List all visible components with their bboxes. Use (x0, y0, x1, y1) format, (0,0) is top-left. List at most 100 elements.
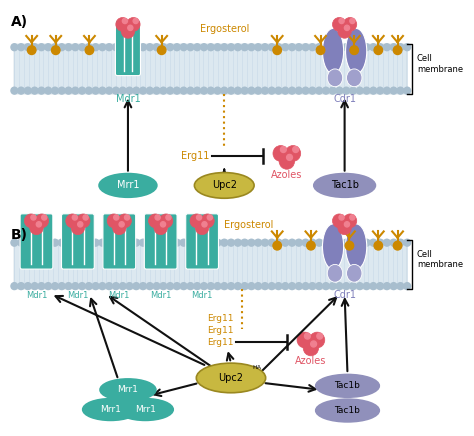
Circle shape (390, 87, 397, 94)
Circle shape (153, 87, 160, 94)
Circle shape (146, 283, 153, 290)
Circle shape (208, 44, 214, 51)
Circle shape (140, 283, 146, 290)
Ellipse shape (82, 399, 138, 420)
FancyBboxPatch shape (144, 214, 177, 269)
Circle shape (316, 283, 322, 290)
Circle shape (106, 283, 112, 290)
Circle shape (383, 44, 390, 51)
Circle shape (36, 221, 41, 227)
Circle shape (248, 283, 255, 290)
Circle shape (275, 44, 282, 51)
Circle shape (289, 87, 295, 94)
Circle shape (38, 44, 45, 51)
Circle shape (72, 87, 79, 94)
Circle shape (112, 283, 119, 290)
Circle shape (268, 239, 275, 246)
Circle shape (370, 283, 377, 290)
Circle shape (207, 215, 212, 220)
Circle shape (356, 87, 363, 94)
Circle shape (275, 283, 282, 290)
Circle shape (201, 214, 214, 228)
Circle shape (99, 239, 106, 246)
Circle shape (173, 44, 180, 51)
Circle shape (285, 146, 301, 161)
Circle shape (187, 239, 194, 246)
Circle shape (201, 283, 207, 290)
Ellipse shape (327, 264, 343, 282)
Circle shape (214, 239, 221, 246)
Circle shape (322, 239, 329, 246)
Circle shape (356, 283, 363, 290)
Text: A): A) (10, 15, 27, 29)
Text: Erg11: Erg11 (208, 314, 234, 323)
Circle shape (383, 239, 390, 246)
Circle shape (195, 221, 209, 235)
Circle shape (31, 283, 38, 290)
Circle shape (377, 239, 383, 246)
Circle shape (194, 239, 201, 246)
Circle shape (126, 44, 133, 51)
Circle shape (45, 44, 52, 51)
Circle shape (343, 87, 350, 94)
Circle shape (356, 44, 363, 51)
Circle shape (167, 283, 173, 290)
Circle shape (167, 239, 173, 246)
Circle shape (35, 214, 49, 228)
Circle shape (350, 239, 356, 246)
Circle shape (140, 44, 146, 51)
Circle shape (153, 239, 160, 246)
Circle shape (221, 44, 228, 51)
Text: Mrr1: Mrr1 (100, 405, 121, 414)
Circle shape (255, 239, 262, 246)
Circle shape (404, 87, 410, 94)
Circle shape (119, 87, 126, 94)
Text: HA: HA (252, 365, 261, 370)
Circle shape (255, 283, 262, 290)
Circle shape (92, 44, 99, 51)
Circle shape (99, 283, 106, 290)
Circle shape (45, 239, 52, 246)
Circle shape (58, 44, 65, 51)
FancyBboxPatch shape (62, 214, 94, 269)
Circle shape (302, 283, 309, 290)
Text: Erg11: Erg11 (182, 151, 210, 161)
Circle shape (282, 239, 289, 246)
Circle shape (295, 44, 302, 51)
Circle shape (255, 87, 262, 94)
Circle shape (202, 221, 207, 227)
Circle shape (339, 18, 344, 24)
Circle shape (73, 215, 77, 220)
Circle shape (31, 87, 38, 94)
Circle shape (187, 87, 194, 94)
Text: Mrr1: Mrr1 (135, 405, 156, 414)
Circle shape (336, 44, 343, 51)
Circle shape (18, 44, 25, 51)
Circle shape (79, 87, 85, 94)
Circle shape (393, 46, 402, 54)
Circle shape (180, 239, 187, 246)
Circle shape (302, 44, 309, 51)
Circle shape (310, 341, 317, 347)
Ellipse shape (196, 363, 265, 393)
Circle shape (208, 283, 214, 290)
Circle shape (248, 87, 255, 94)
Circle shape (30, 221, 43, 235)
Circle shape (52, 46, 60, 54)
Circle shape (194, 87, 201, 94)
Circle shape (350, 44, 356, 51)
Text: Tac1b: Tac1b (330, 181, 359, 191)
Circle shape (52, 239, 58, 246)
Circle shape (332, 17, 346, 31)
Circle shape (316, 87, 322, 94)
Circle shape (160, 44, 167, 51)
Circle shape (72, 44, 79, 51)
Ellipse shape (100, 379, 156, 401)
Circle shape (127, 17, 140, 31)
Ellipse shape (346, 224, 367, 269)
Circle shape (304, 333, 310, 339)
Text: Mdr1: Mdr1 (191, 291, 213, 300)
Circle shape (167, 44, 173, 51)
Circle shape (322, 44, 329, 51)
Circle shape (241, 44, 248, 51)
